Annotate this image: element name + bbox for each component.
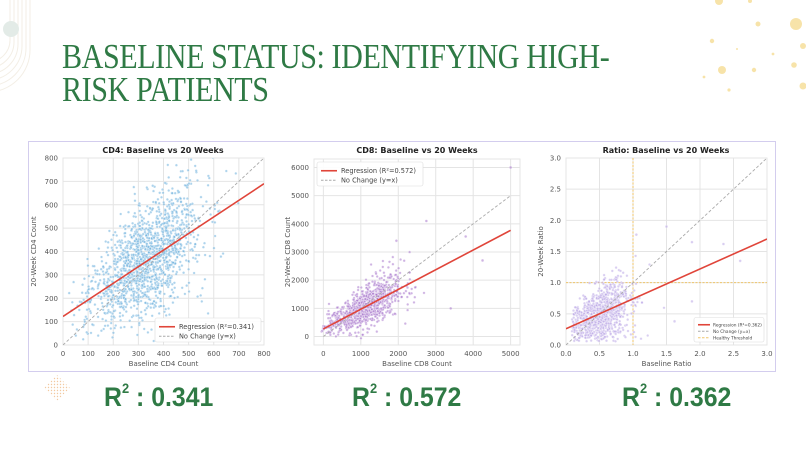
svg-text:1000: 1000 [352, 350, 370, 358]
legend-label: No Change (y=x) [713, 329, 750, 335]
svg-text:1.5: 1.5 [550, 248, 561, 256]
identity-line [63, 158, 264, 345]
tick-labels: 0.0 0.5 1.0 1.5 2.0 2.5 3.0 0.0 0.5 1.0 1.5 2.0 2.5 3… [550, 155, 773, 359]
svg-text:600: 600 [45, 201, 58, 209]
tick-labels: 0 100 200 300 400 500 600 700 800 0 100 200 300 400 50… [45, 155, 271, 359]
slide-title: BASELINE STATUS: IDENTIFYING HIGH-RISK P… [62, 37, 610, 109]
chart-title: CD8: Baseline vs 20 Weeks [356, 146, 478, 155]
tick-labels: 0 1000 2000 3000 4000 5000 0 1000 2000 3000 4000 50… [291, 164, 519, 358]
svg-text:3000: 3000 [427, 350, 445, 358]
svg-text:3.0: 3.0 [761, 350, 772, 358]
y-axis-label: 20-Week CD4 Count [30, 216, 38, 287]
chart-1: 0 1000 2000 3000 4000 5000 0 1000 2000 3000 4000 50… [284, 146, 521, 368]
svg-text:600: 600 [207, 350, 220, 358]
svg-text:1000: 1000 [291, 305, 309, 313]
chart-2: 0.0 0.5 1.0 1.5 2.0 2.5 3.0 0.0 0.5 1.0 1.5 2.0 2.5 3… [537, 146, 773, 368]
legend: Regression (R²=0.341) No Change (y=x) [154, 317, 262, 343]
svg-text:4000: 4000 [291, 220, 309, 228]
svg-text:700: 700 [232, 350, 245, 358]
r2-value: 0.572 [399, 382, 462, 412]
r2-value: 0.341 [151, 382, 214, 412]
svg-text:1.5: 1.5 [661, 350, 672, 358]
svg-text:0: 0 [54, 342, 58, 350]
y-axis-label: 20-Week CD8 Count [284, 217, 292, 288]
legend-label: Regression (R²=0.572) [341, 167, 416, 175]
chart-title: Ratio: Baseline vs 20 Weeks [603, 146, 730, 155]
svg-text:3.0: 3.0 [550, 155, 561, 163]
svg-text:4000: 4000 [464, 350, 482, 358]
legend-label: Healthy Threshold [713, 335, 752, 341]
svg-text:0: 0 [305, 333, 309, 341]
chart-0: 0 100 200 300 400 500 600 700 800 0 100 200 300 400 50… [30, 146, 271, 368]
svg-text:100: 100 [81, 350, 94, 358]
svg-text:2.0: 2.0 [694, 350, 705, 358]
r2-label-cd8: R2 : 0.572 [352, 380, 462, 412]
svg-text:0.5: 0.5 [594, 350, 605, 358]
svg-text:2.5: 2.5 [728, 350, 739, 358]
scatter-points [320, 165, 513, 340]
chart-title: CD4: Baseline vs 20 Weeks [102, 146, 224, 155]
svg-text:2000: 2000 [291, 277, 309, 285]
regression-line [566, 238, 767, 330]
legend: Regression (R²=0.572) No Change (y=x) [316, 161, 424, 187]
svg-text:3000: 3000 [291, 249, 309, 257]
svg-text:300: 300 [45, 271, 58, 279]
svg-text:500: 500 [45, 225, 58, 233]
legend-label: Regression (R²=0.362) [713, 322, 762, 328]
svg-text:0: 0 [321, 350, 325, 358]
identity-line [323, 195, 511, 337]
x-axis-label: Baseline Ratio [642, 360, 692, 368]
regression-line [322, 229, 512, 330]
svg-text:400: 400 [157, 350, 170, 358]
r2-label-cd4: R2 : 0.341 [104, 380, 214, 412]
svg-text:200: 200 [107, 350, 120, 358]
x-axis-label: Baseline CD4 Count [129, 360, 199, 368]
svg-text:400: 400 [45, 248, 58, 256]
svg-text:0.0: 0.0 [550, 342, 561, 350]
legend: Regression (R²=0.362)No Change (y=x)Heal… [693, 317, 765, 343]
svg-text:2.0: 2.0 [550, 217, 561, 225]
x-axis-label: Baseline CD8 Count [382, 360, 452, 368]
y-axis-label: 20-Week Ratio [537, 226, 545, 277]
svg-text:2.5: 2.5 [550, 186, 561, 194]
svg-text:500: 500 [182, 350, 195, 358]
legend-label: No Change (y=x) [179, 333, 236, 341]
svg-text:0: 0 [61, 350, 65, 358]
svg-text:300: 300 [132, 350, 145, 358]
r2-value: 0.362 [669, 382, 732, 412]
svg-text:700: 700 [45, 178, 58, 186]
r2-label-ratio: R2 : 0.362 [622, 380, 732, 412]
svg-text:1.0: 1.0 [627, 350, 638, 358]
svg-text:0.0: 0.0 [560, 350, 571, 358]
svg-text:2000: 2000 [389, 350, 407, 358]
legend-label: Regression (R²=0.341) [179, 323, 254, 331]
svg-text:1.0: 1.0 [550, 279, 561, 287]
svg-text:100: 100 [45, 318, 58, 326]
svg-text:800: 800 [257, 350, 270, 358]
svg-text:800: 800 [45, 155, 58, 163]
svg-text:200: 200 [45, 295, 58, 303]
legend-label: No Change (y=x) [341, 177, 398, 185]
regression-line [63, 183, 264, 318]
svg-text:6000: 6000 [291, 164, 309, 172]
svg-text:0.5: 0.5 [550, 310, 561, 318]
svg-text:5000: 5000 [291, 192, 309, 200]
svg-text:5000: 5000 [502, 350, 520, 358]
